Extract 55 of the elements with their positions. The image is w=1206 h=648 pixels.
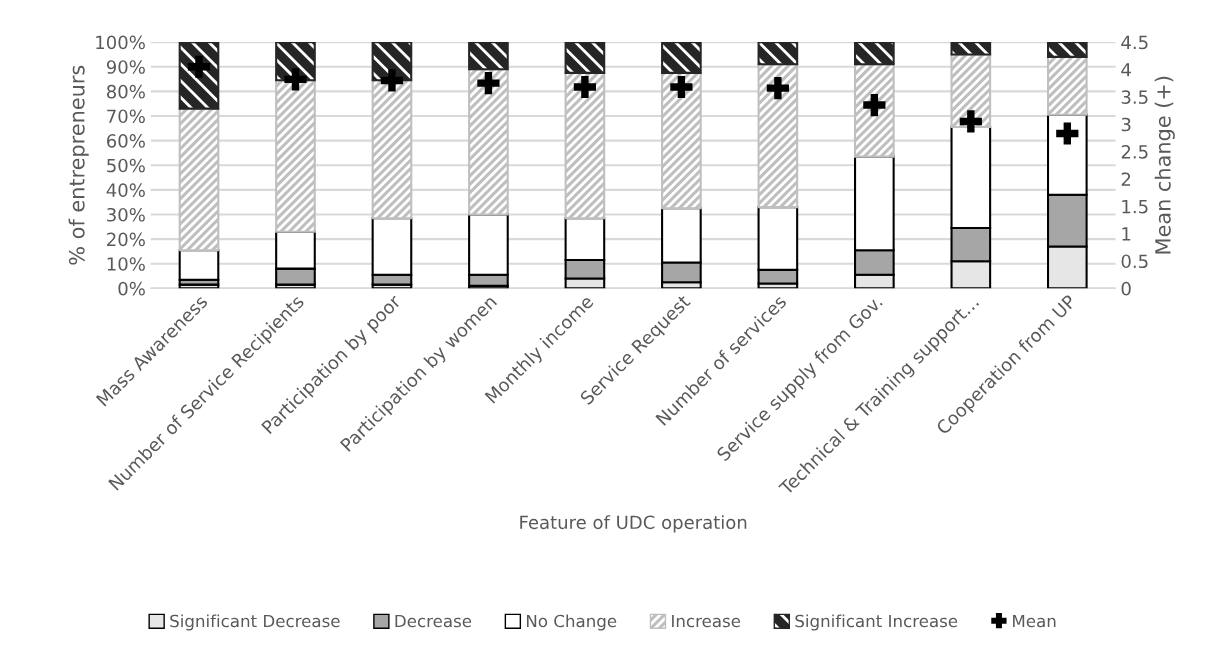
bar (757, 63, 799, 209)
legend-label: Significant Increase (795, 614, 958, 631)
y2-tick-label: 4 (1121, 63, 1131, 77)
x-axis-title: Feature of UDC operation (520, 515, 747, 533)
bar (854, 42, 895, 66)
bar (1046, 55, 1088, 116)
point (573, 75, 597, 99)
y2-tick-label: 3.5 (1121, 90, 1148, 104)
legend-label: Significant Decrease (170, 614, 340, 631)
y2-axis-title: Mean change (+) (1154, 76, 1175, 254)
y2-tick-label: 1.5 (1122, 199, 1148, 214)
bar (854, 63, 895, 158)
y-tick-label: 10% (107, 257, 145, 271)
y-tick-label: 90% (106, 60, 145, 74)
bar (661, 42, 702, 74)
bar (950, 53, 992, 129)
y2-tick-label: 0.5 (1121, 254, 1148, 269)
y-tick-label: 20% (107, 232, 145, 247)
bar (178, 107, 220, 252)
y2-tick-label: 0 (1121, 281, 1131, 296)
y-tick-label: 30% (107, 207, 145, 222)
y-tick-label: 0% (118, 281, 145, 296)
y2-tick-label: 4.5 (1121, 35, 1148, 50)
bar (1046, 42, 1088, 58)
bar (564, 71, 606, 220)
y2-tick-label: 2 (1121, 172, 1131, 186)
y-tick-label: 70% (107, 109, 145, 124)
bar (564, 42, 606, 74)
legend-label: No Change (526, 614, 617, 631)
y-tick-label: 60% (107, 134, 145, 148)
point (477, 72, 500, 95)
legend-label: Mean (1013, 614, 1056, 628)
bar (468, 68, 509, 216)
point (284, 68, 307, 91)
y2-tick-label: 2.5 (1121, 145, 1148, 159)
y-tick-label: 50% (107, 158, 145, 173)
y-tick-label: 80% (106, 84, 145, 99)
legend-label: Decrease (395, 614, 472, 628)
bar (757, 42, 799, 66)
y-tick-label: 100% (96, 35, 145, 50)
point (766, 76, 789, 100)
point (959, 110, 982, 133)
y2-tick-label: 1 (1122, 227, 1131, 241)
y2-tick-label: 3 (1121, 117, 1131, 132)
bar (468, 42, 509, 71)
bar (275, 79, 316, 233)
y-axis-title: % of entrepreneurs (68, 65, 89, 265)
point (670, 75, 693, 99)
bar (950, 42, 992, 56)
point (380, 69, 404, 92)
legend-label: Increase (672, 614, 741, 628)
point (1056, 122, 1079, 145)
y-tick-label: 40% (106, 183, 145, 197)
bar (661, 71, 702, 210)
bar (371, 79, 413, 220)
